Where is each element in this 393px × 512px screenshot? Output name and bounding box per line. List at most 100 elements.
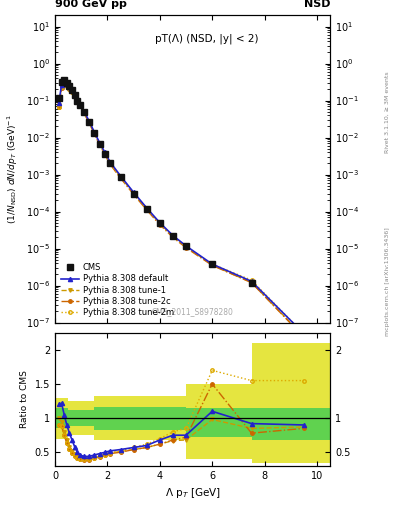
CMS (171, 233, 175, 239)
Line: CMS: CMS (56, 78, 307, 339)
Pythia 8.308 tune-1 (59, 83, 64, 90)
Pythia 8.308 tune-2m (97, 141, 102, 147)
Pythia 8.308 tune-2c (81, 110, 86, 116)
Pythia 8.308 tune-1 (103, 150, 107, 156)
CMS (87, 119, 92, 125)
Text: mcplots.cern.ch [arXiv:1306.3436]: mcplots.cern.ch [arXiv:1306.3436] (385, 227, 389, 336)
Pythia 8.308 default (57, 99, 61, 105)
Pythia 8.308 default (171, 232, 175, 239)
Pythia 8.308 tune-1 (92, 130, 97, 136)
Pythia 8.308 tune-1 (118, 174, 123, 180)
Pythia 8.308 default (97, 139, 102, 145)
Pythia 8.308 tune-2m (301, 331, 306, 337)
Pythia 8.308 tune-2m (184, 244, 188, 250)
Pythia 8.308 tune-2c (67, 86, 72, 92)
Pythia 8.308 tune-2c (57, 103, 61, 110)
Legend: CMS, Pythia 8.308 default, Pythia 8.308 tune-1, Pythia 8.308 tune-2c, Pythia 8.3: CMS, Pythia 8.308 default, Pythia 8.308 … (59, 262, 175, 318)
Line: Pythia 8.308 tune-1: Pythia 8.308 tune-1 (57, 82, 306, 338)
Pythia 8.308 tune-2c (144, 207, 149, 213)
Pythia 8.308 tune-2m (118, 175, 123, 181)
Pythia 8.308 tune-2c (184, 245, 188, 251)
CMS (103, 151, 107, 157)
Pythia 8.308 tune-2m (64, 83, 69, 89)
CMS (57, 95, 61, 101)
CMS (144, 206, 149, 212)
CMS (131, 191, 136, 197)
Pythia 8.308 tune-2c (64, 83, 69, 89)
Pythia 8.308 tune-2c (301, 334, 306, 340)
Pythia 8.308 tune-2m (87, 120, 92, 126)
Pythia 8.308 tune-1 (97, 140, 102, 146)
Pythia 8.308 tune-1 (87, 118, 92, 124)
Pythia 8.308 tune-1 (70, 88, 74, 94)
Pythia 8.308 tune-2m (57, 103, 61, 110)
CMS (184, 243, 188, 249)
Pythia 8.308 tune-2c (118, 175, 123, 181)
Pythia 8.308 tune-1 (81, 109, 86, 115)
Pythia 8.308 tune-2c (210, 262, 215, 268)
Pythia 8.308 tune-1 (144, 205, 149, 211)
Pythia 8.308 tune-2m (75, 98, 80, 104)
Pythia 8.308 default (103, 149, 107, 155)
Pythia 8.308 tune-1 (72, 92, 77, 98)
Pythia 8.308 tune-2c (158, 222, 162, 228)
CMS (158, 220, 162, 226)
Pythia 8.308 tune-2c (97, 141, 102, 147)
Pythia 8.308 tune-2c (171, 234, 175, 241)
Pythia 8.308 tune-2c (75, 98, 80, 104)
Pythia 8.308 tune-1 (77, 102, 82, 108)
Pythia 8.308 tune-2m (62, 81, 66, 87)
Pythia 8.308 tune-2c (77, 103, 82, 109)
Pythia 8.308 default (144, 205, 149, 211)
Pythia 8.308 default (92, 129, 97, 135)
Pythia 8.308 default (67, 83, 72, 90)
Pythia 8.308 tune-1 (210, 262, 215, 268)
Pythia 8.308 default (184, 243, 188, 249)
Pythia 8.308 tune-2m (81, 110, 86, 116)
CMS (97, 141, 102, 147)
Text: 900 GeV pp: 900 GeV pp (55, 0, 127, 9)
Pythia 8.308 tune-1 (64, 82, 69, 88)
CMS (301, 333, 306, 339)
CMS (108, 160, 112, 166)
CMS (81, 109, 86, 115)
Pythia 8.308 tune-2m (131, 191, 136, 197)
Pythia 8.308 default (62, 79, 66, 85)
Pythia 8.308 tune-2m (70, 89, 74, 95)
Pythia 8.308 tune-2m (67, 86, 72, 92)
Pythia 8.308 tune-2m (171, 233, 175, 240)
Pythia 8.308 tune-2m (103, 152, 107, 158)
Pythia 8.308 tune-1 (131, 190, 136, 196)
Pythia 8.308 default (301, 331, 306, 337)
Pythia 8.308 tune-2c (62, 81, 66, 88)
Pythia 8.308 default (87, 118, 92, 124)
Line: Pythia 8.308 default: Pythia 8.308 default (57, 80, 306, 336)
Pythia 8.308 tune-1 (75, 97, 80, 103)
Pythia 8.308 default (108, 159, 112, 165)
CMS (118, 174, 123, 180)
Pythia 8.308 tune-2c (92, 131, 97, 137)
Pythia 8.308 tune-2c (108, 161, 112, 167)
Line: Pythia 8.308 tune-2c: Pythia 8.308 tune-2c (57, 82, 306, 339)
Pythia 8.308 default (81, 108, 86, 114)
Pythia 8.308 default (64, 81, 69, 87)
CMS (67, 83, 72, 90)
Pythia 8.308 tune-2c (70, 89, 74, 95)
CMS (64, 80, 69, 86)
Pythia 8.308 default (72, 92, 77, 98)
Pythia 8.308 tune-1 (171, 233, 175, 239)
Pythia 8.308 tune-1 (108, 160, 112, 166)
Pythia 8.308 tune-2m (158, 221, 162, 227)
Pythia 8.308 tune-1 (184, 244, 188, 250)
Text: pT(Λ) (NSD, |y| < 2): pT(Λ) (NSD, |y| < 2) (154, 34, 258, 45)
Pythia 8.308 default (158, 220, 162, 226)
CMS (210, 261, 215, 267)
Pythia 8.308 default (131, 189, 136, 196)
Pythia 8.308 tune-2c (87, 120, 92, 126)
Pythia 8.308 tune-2m (210, 261, 215, 267)
Pythia 8.308 tune-1 (301, 333, 306, 339)
Pythia 8.308 tune-2m (92, 131, 97, 137)
X-axis label: Λ p$_T$ [GeV]: Λ p$_T$ [GeV] (165, 486, 220, 500)
CMS (75, 97, 80, 103)
Pythia 8.308 default (70, 87, 74, 93)
